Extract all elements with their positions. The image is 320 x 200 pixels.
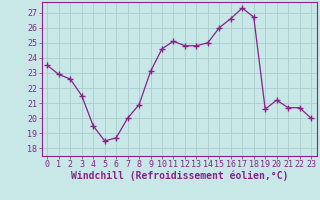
X-axis label: Windchill (Refroidissement éolien,°C): Windchill (Refroidissement éolien,°C)	[70, 171, 288, 181]
